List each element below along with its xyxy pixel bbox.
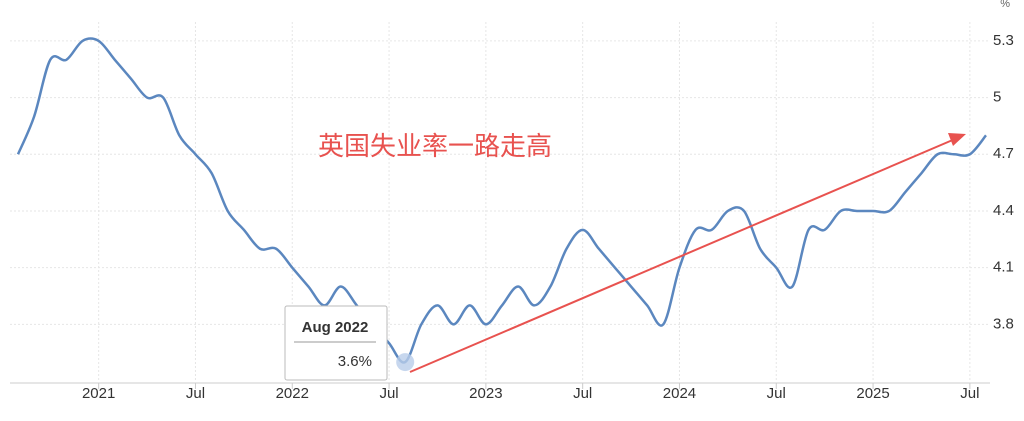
y-tick-label: 4.4 [993, 202, 1014, 219]
x-tick-label: Jul [960, 385, 979, 402]
x-tick-label: 2024 [663, 385, 696, 402]
tooltip-title: Aug 2022 [302, 319, 369, 336]
x-tick-label: 2022 [276, 385, 309, 402]
y-tick-label: 4.1 [993, 259, 1014, 276]
x-tick-label: Jul [573, 385, 592, 402]
x-tick-label: 2025 [856, 385, 889, 402]
x-tick-label: Jul [379, 385, 398, 402]
line [16, 37, 987, 364]
x-tick-label: 2023 [469, 385, 502, 402]
y-tick-label: 3.8 [993, 315, 1014, 332]
arrow-head [948, 133, 966, 146]
x-tick-label: 2021 [82, 385, 115, 402]
y-tick-label: 5 [993, 89, 1001, 106]
y-tick-label: 5.3 [993, 32, 1014, 49]
tooltip-box [284, 305, 388, 381]
x-tick-label: Jul [186, 385, 205, 402]
x-tick-label: Jul [767, 385, 786, 402]
y-unit: % [1000, 0, 1010, 10]
tooltip-value: 3.6% [338, 353, 372, 370]
plot: 3.8 4.1 4.4 4.7 5 5.3 2021 Jul 2022 Jul 2023 Jul 202… [10, 22, 1014, 402]
annotation: 英国失业率一路走高 [318, 131, 552, 161]
y-tick-label: 4.7 [993, 145, 1014, 162]
trend-arrow [409, 135, 963, 373]
highlight-point [396, 353, 415, 372]
